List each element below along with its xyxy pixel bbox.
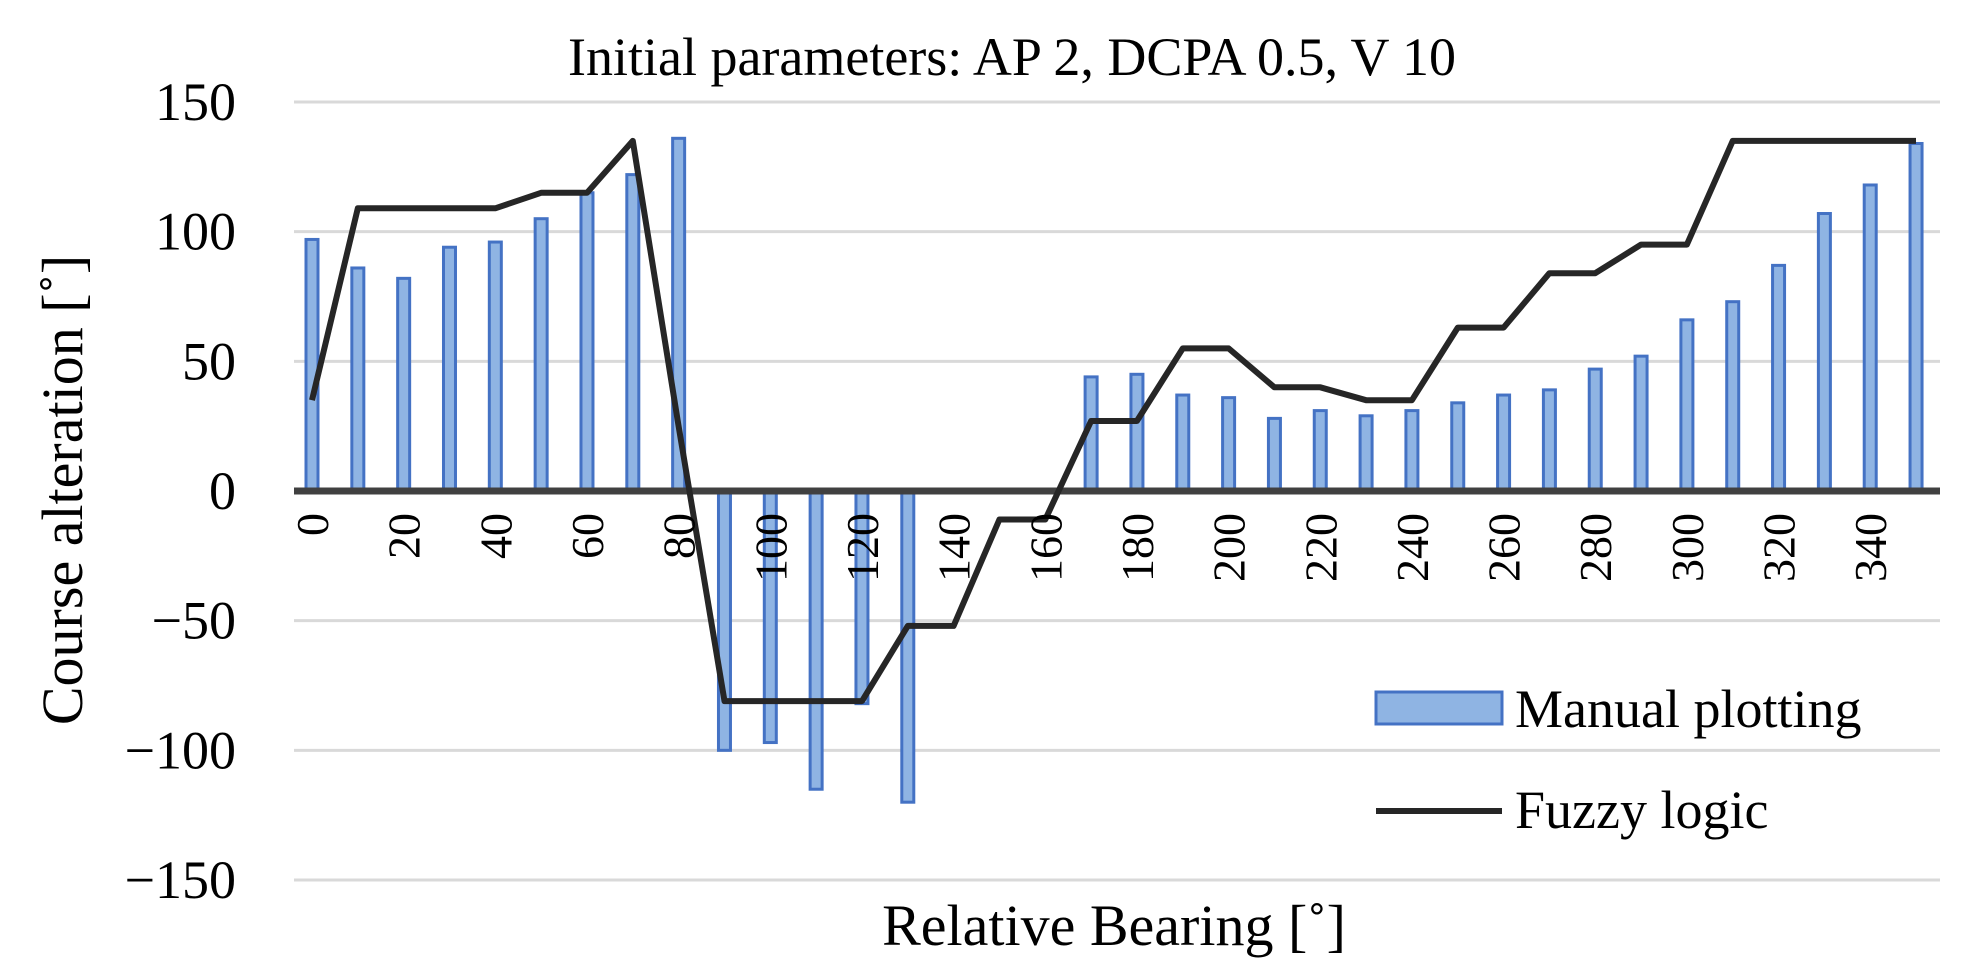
x-axis-title: Relative Bearing [˚] (882, 893, 1346, 958)
x-tick-label: 140 (929, 513, 980, 582)
bar (1862, 183, 1878, 493)
x-tick-label: 160 (1020, 513, 1071, 582)
bar (625, 173, 641, 493)
bar (304, 237, 320, 493)
bar (533, 217, 549, 493)
y-tick-label: −100 (125, 720, 236, 780)
x-tick-label: 0 (287, 513, 338, 536)
line-series-fuzzy-logic (309, 137, 1916, 705)
bar (900, 489, 916, 804)
x-tick-label: 280 (1570, 513, 1621, 582)
bar (1541, 388, 1557, 493)
x-tick-label: 80 (654, 513, 705, 559)
bar (808, 489, 824, 791)
bar (1312, 409, 1328, 493)
x-tick-label: 100 (745, 513, 796, 582)
x-tick-label: 240 (1387, 513, 1438, 582)
legend-label-fuzzy-logic: Fuzzy logic (1515, 780, 1768, 840)
legend-swatch-manual-plotting (1374, 690, 1504, 726)
y-tick-label: 100 (155, 202, 236, 262)
bar (396, 276, 412, 493)
bar (1679, 318, 1695, 493)
bar (1587, 367, 1603, 493)
bar (1221, 396, 1237, 493)
bar-series-manual-plotting (304, 136, 1924, 804)
gridlines (294, 100, 1940, 882)
bar (1771, 263, 1787, 493)
bar (487, 240, 503, 493)
bar (1908, 141, 1924, 493)
y-tick-label: 50 (182, 331, 236, 391)
bar (1175, 393, 1191, 493)
y-axis-title: Course alteration [˚] (30, 255, 95, 725)
y-tick-label: 0 (209, 461, 236, 521)
y-tick-label: −50 (152, 591, 236, 651)
bar (441, 245, 457, 493)
bar (1129, 372, 1145, 493)
x-tick-label: 60 (562, 513, 613, 559)
bar (1266, 416, 1282, 493)
x-tick-label: 120 (837, 513, 888, 582)
bar (579, 191, 595, 493)
bar (350, 266, 366, 493)
x-tick-label: 300 (1662, 513, 1713, 582)
y-tick-labels: 150 100 50 0 −50 −100 −150 (125, 72, 236, 910)
x-tick-label: 220 (1295, 513, 1346, 582)
x-tick-label: 200 (1204, 513, 1255, 582)
legend: Manual plotting Fuzzy logic (1374, 679, 1861, 840)
x-tick-label: 40 (470, 513, 521, 559)
bar (1816, 212, 1832, 493)
x-tick-label: 20 (379, 513, 430, 559)
bar (1496, 393, 1512, 493)
bar (716, 489, 732, 752)
bar (1404, 409, 1420, 493)
chart-title: Initial parameters: AP 2, DCPA 0.5, V 10 (568, 27, 1456, 87)
x-tick-label: 260 (1479, 513, 1530, 582)
x-tick-label: 340 (1845, 513, 1896, 582)
bar (1633, 354, 1649, 493)
y-tick-label: 150 (155, 72, 236, 132)
x-tick-label: 180 (1112, 513, 1163, 582)
bar (1725, 300, 1741, 493)
y-tick-label: −150 (125, 850, 236, 910)
legend-label-manual-plotting: Manual plotting (1515, 679, 1861, 739)
x-tick-labels: 0 20 40 60 80 100 120 140 160 180 200 220 240 260 280 3… (287, 513, 1896, 582)
bar (1450, 401, 1466, 493)
x-tick-label: 320 (1754, 513, 1805, 582)
bar (1358, 414, 1374, 493)
